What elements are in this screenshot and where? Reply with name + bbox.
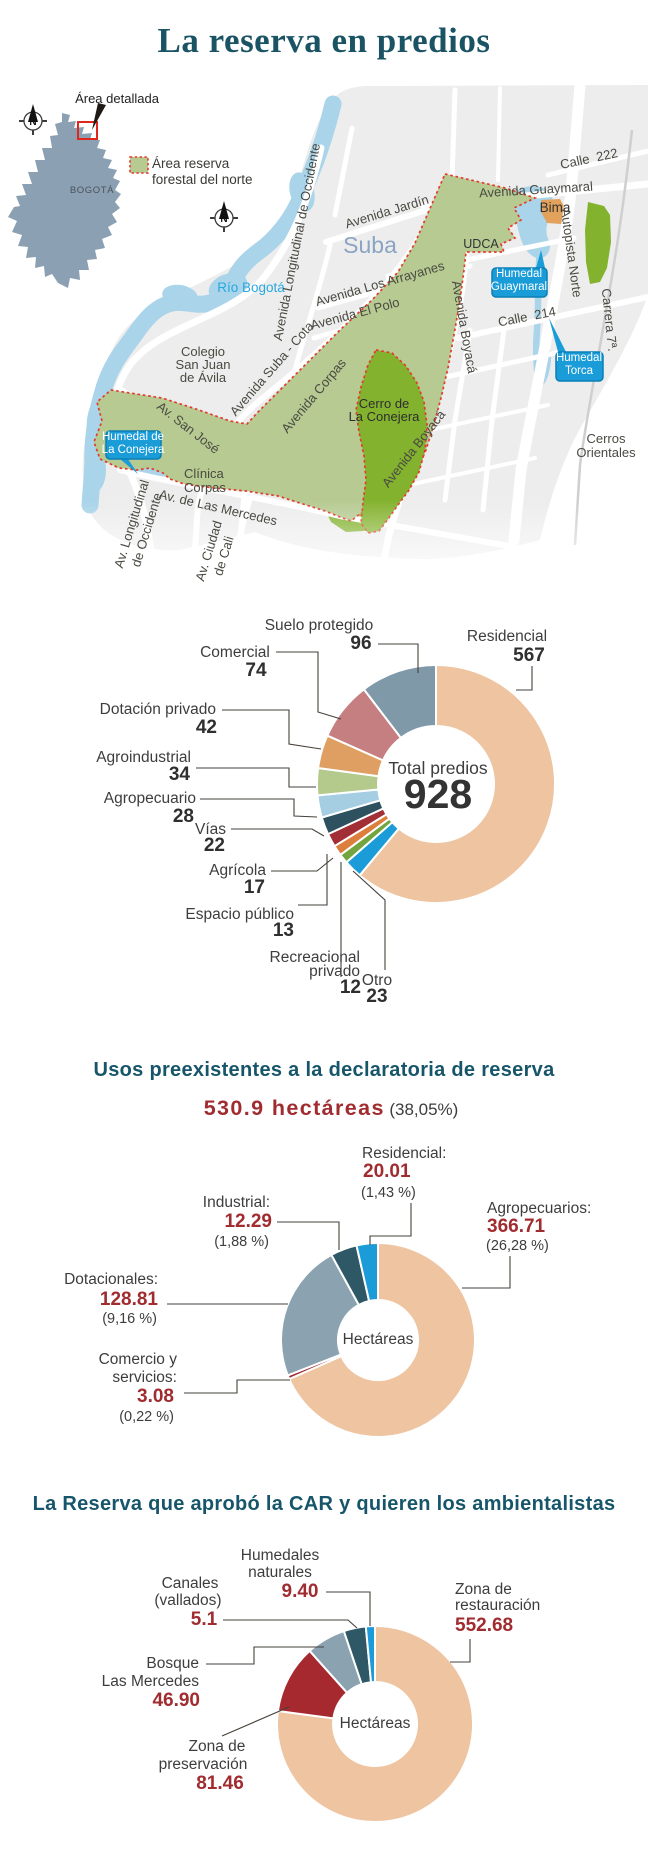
svg-text:N: N (220, 214, 227, 225)
svg-text:N: N (29, 117, 36, 128)
